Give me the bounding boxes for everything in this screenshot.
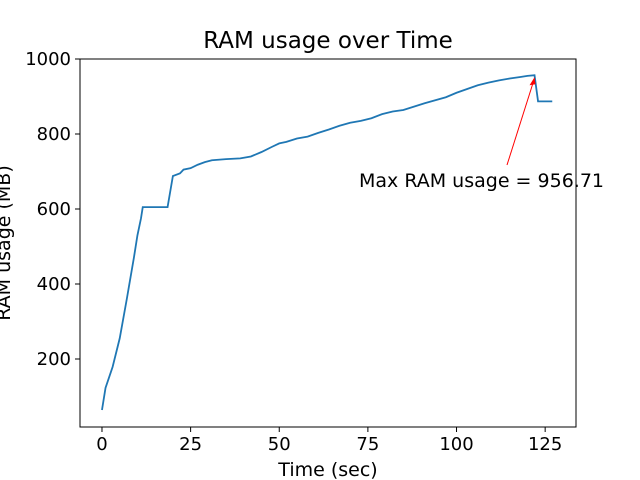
axes-frame	[79, 58, 577, 428]
x-axis-label: Time (sec)	[277, 459, 377, 480]
x-tick-label: 125	[528, 434, 562, 455]
y-tick-label: 800	[37, 124, 71, 145]
y-tick-label: 400	[37, 274, 71, 295]
y-tick-label: 1000	[25, 49, 71, 70]
line	[101, 74, 553, 411]
annotation-arrowhead	[529, 77, 536, 86]
x-tick-label: 100	[439, 434, 473, 455]
y-axis-label: RAM usage (MB)	[0, 165, 15, 321]
x-tick-label: 75	[356, 434, 379, 455]
y-tick-label: 600	[37, 199, 71, 220]
x-tick-label: 0	[96, 434, 107, 455]
annotation-text: Max RAM usage = 956.71	[359, 170, 604, 192]
chart-title: RAM usage over Time	[203, 28, 453, 54]
x-tick-label: 50	[268, 434, 291, 455]
y-tick-label: 200	[37, 349, 71, 370]
x-tick-label: 25	[179, 434, 202, 455]
annotation-arrow	[506, 78, 535, 166]
